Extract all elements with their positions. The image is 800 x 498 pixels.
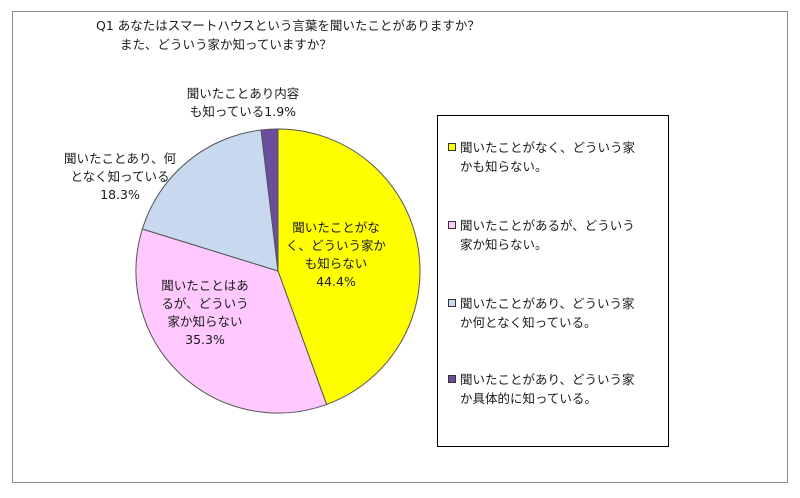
legend: 聞いたことがなく、どういう家 かも知らない。 聞いたことがあるが、どういう 家か知…: [437, 115, 669, 447]
pie-slice-0: [277, 128, 421, 406]
slice-label-2: 聞いたことあり、何となく知っている 18.3%: [64, 151, 177, 202]
legend-item-1: 聞いたことがあるが、どういう 家か知らない。: [448, 216, 663, 254]
legend-swatch: [448, 299, 456, 307]
legend-label: 聞いたことがあり、どういう家 か具体的に知っている。: [460, 372, 635, 406]
legend-item-0: 聞いたことがなく、どういう家 かも知らない。: [448, 138, 663, 176]
legend-swatch: [448, 375, 456, 383]
legend-item-2: 聞いたことがあり、どういう家 か何となく知っている。: [448, 294, 663, 332]
legend-label: 聞いたことがなく、どういう家 かも知らない。: [460, 140, 636, 174]
slice-label-1: 聞いたことはあるが、どういう家か知らない 35.3%: [161, 278, 249, 347]
question-line-2: また、どういう家か知っていますか？: [120, 37, 332, 52]
pie-slice-3: [260, 128, 279, 272]
legend-swatch: [448, 221, 456, 229]
pie-slice-2: [141, 129, 279, 272]
chart-title: Q1 あなたはスマートハウスという言葉を聞いたことがありますか？ また、どういう…: [96, 16, 480, 54]
legend-label: 聞いたことがあり、どういう家 か何となく知っている。: [460, 296, 635, 330]
slice-label-0: 聞いたことがなく、どういう家かも知らない 44.4%: [286, 220, 387, 289]
legend-item-3: 聞いたことがあり、どういう家 か具体的に知っている。: [448, 370, 663, 408]
pie-slice-1: [135, 228, 328, 414]
legend-swatch: [448, 143, 456, 151]
legend-label: 聞いたことがあるが、どういう 家か知らない。: [460, 218, 635, 252]
question-line-1: Q1 あなたはスマートハウスという言葉を聞いたことがありますか？: [96, 18, 480, 33]
slice-label-3: 聞いたことあり内容も知っている1.9%: [187, 86, 300, 119]
